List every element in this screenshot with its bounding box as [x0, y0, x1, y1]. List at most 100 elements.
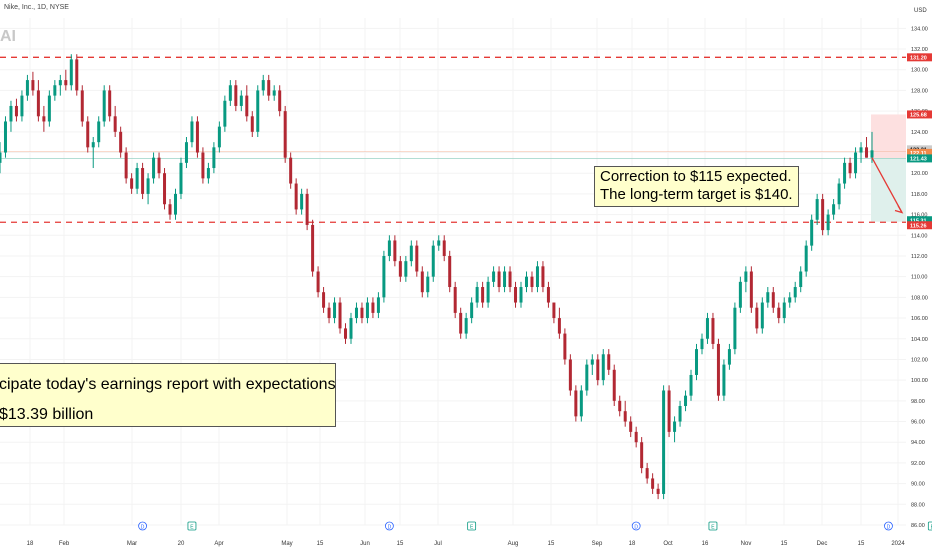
price-tick-label: 108.00	[911, 295, 928, 301]
grid	[0, 18, 906, 526]
candle	[86, 121, 90, 148]
earnings-line-2: $13.39 billion	[0, 406, 94, 423]
candle	[294, 183, 298, 210]
candle	[333, 302, 337, 319]
candle	[206, 168, 210, 179]
earnings-marker[interactable]	[187, 521, 197, 531]
candle	[854, 152, 858, 174]
candle	[623, 411, 627, 422]
earnings-marker[interactable]	[467, 521, 477, 531]
price-tick-label: 98.00	[911, 399, 925, 405]
event-marker-letter: D	[388, 524, 392, 530]
candle	[344, 328, 348, 339]
time-tick-label: Dec	[817, 541, 828, 547]
candle	[475, 287, 479, 303]
dividend-marker[interactable]	[138, 521, 147, 531]
earnings-note[interactable]: cipate today's earnings report with expe…	[0, 363, 336, 427]
candle	[300, 193, 304, 210]
candle	[289, 157, 293, 184]
price-badge	[907, 110, 932, 119]
time-axis[interactable]: 18 Feb Mar 20 Apr May 15 Jun 15 Jul Aug 15 Sep 18 Oct 1…	[27, 541, 906, 547]
price-axis-bg	[906, 0, 932, 550]
candle	[793, 287, 797, 298]
candle	[97, 121, 101, 143]
price-axis[interactable]: USD 86.00 88.00 90.00 92.00 94.00 96.00 98.00 10…	[906, 0, 932, 550]
candle	[826, 214, 830, 231]
candle	[804, 245, 808, 272]
candle	[843, 162, 847, 184]
price-tick-label: 96.00	[911, 420, 925, 426]
time-tick-label: Jul	[434, 541, 442, 547]
dividend-marker[interactable]	[384, 521, 394, 531]
time-tick-label: Oct	[663, 541, 673, 547]
candle	[108, 90, 112, 117]
candle	[700, 338, 704, 350]
candle	[837, 183, 841, 205]
time-tick-label: 16	[702, 541, 709, 547]
earnings-marker[interactable]	[708, 521, 718, 531]
candle	[223, 100, 227, 127]
candle	[278, 90, 282, 112]
candle	[546, 287, 550, 303]
candle	[662, 390, 666, 494]
candle	[634, 431, 638, 443]
candle	[612, 369, 616, 401]
price-tick-label: 86.00	[911, 523, 925, 529]
candle	[327, 307, 331, 319]
candle	[497, 271, 501, 288]
correction-note[interactable]: Correction to $115 expected. The long-te…	[594, 166, 799, 207]
earnings-marker[interactable]	[927, 521, 932, 531]
candle	[530, 276, 534, 288]
candle	[31, 80, 35, 91]
time-tick-label: 15	[548, 541, 555, 547]
candle	[387, 240, 391, 256]
candle	[519, 287, 523, 303]
candle	[656, 488, 660, 494]
candle	[47, 95, 51, 122]
dividend-marker[interactable]	[884, 521, 893, 531]
event-markers[interactable]: DEDEDEDE	[138, 521, 932, 531]
time-tick-label: Mar	[127, 541, 137, 547]
time-tick-label: 15	[858, 541, 865, 547]
candle	[437, 240, 441, 246]
candle	[272, 90, 276, 96]
candle	[815, 199, 819, 220]
price-tick-label: 128.00	[911, 88, 928, 94]
price-badge-label: 121.43	[910, 157, 927, 163]
price-tick-label: 106.00	[911, 316, 928, 322]
dividend-marker[interactable]	[631, 521, 641, 531]
candle	[788, 297, 792, 303]
candle	[689, 374, 693, 396]
candle	[69, 59, 73, 86]
event-marker-letter: D	[887, 524, 891, 530]
price-tick-label: 118.00	[911, 192, 927, 198]
candle	[141, 168, 145, 194]
price-tick-label: 132.00	[911, 47, 928, 53]
candle	[130, 178, 134, 189]
time-tick-label: Feb	[59, 541, 70, 547]
price-badge	[907, 154, 932, 163]
candle	[157, 157, 161, 174]
candle	[14, 105, 18, 117]
candle	[568, 359, 572, 391]
price-tick-label: 102.00	[911, 357, 928, 363]
candle	[283, 111, 287, 158]
candle	[195, 121, 199, 153]
candle	[311, 224, 315, 272]
earnings-line-1: cipate today's earnings report with expe…	[0, 376, 335, 393]
candle	[810, 219, 814, 246]
candle	[442, 240, 446, 256]
candle	[492, 271, 496, 282]
candle	[382, 255, 386, 298]
candle	[448, 255, 452, 288]
candle	[503, 271, 507, 288]
candle	[179, 162, 183, 194]
candle	[201, 152, 205, 179]
candle	[256, 90, 260, 132]
candle	[146, 178, 150, 194]
candle	[716, 343, 720, 396]
time-tick-label: 2024	[891, 541, 905, 547]
candle	[738, 281, 742, 308]
